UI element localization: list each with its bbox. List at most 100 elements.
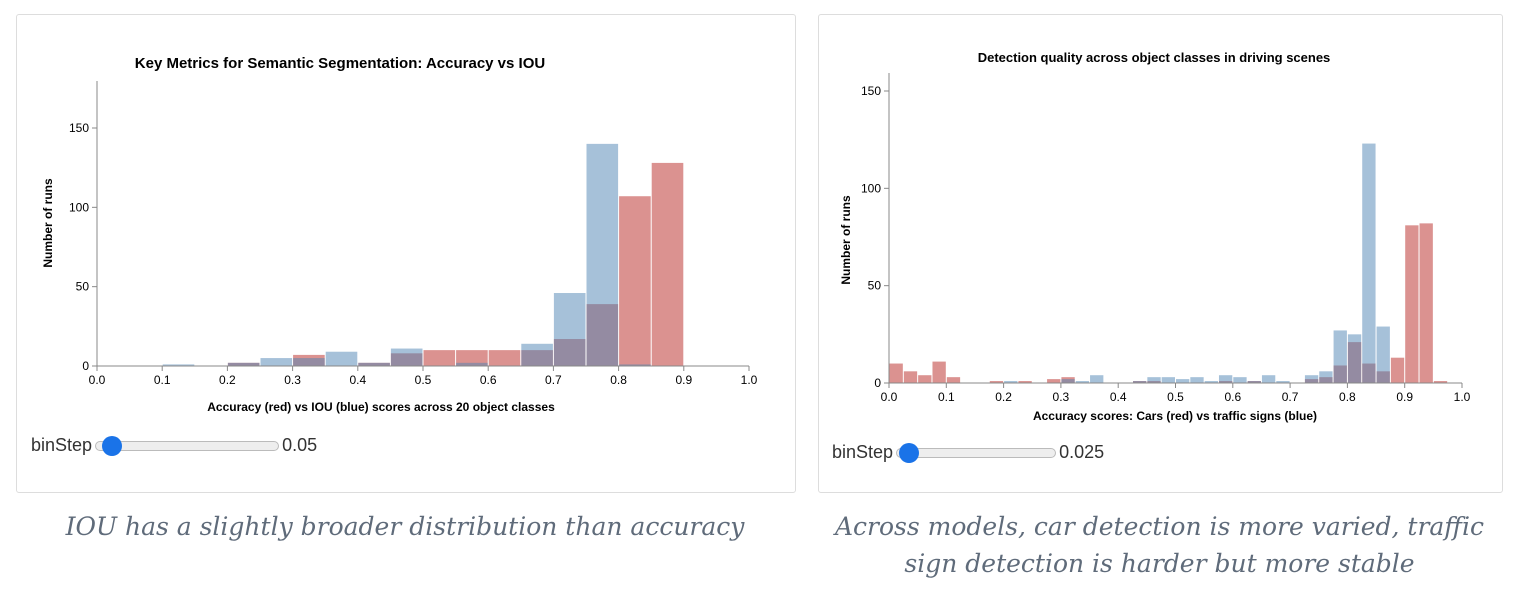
slider-knob[interactable] — [102, 435, 123, 456]
red-bar — [423, 350, 456, 366]
red-bar — [1419, 223, 1433, 383]
x-tick-label: 0.1 — [938, 390, 955, 404]
x-tick-label: 0.9 — [675, 373, 692, 387]
x-tick-label: 0.0 — [89, 373, 106, 387]
blue-bar — [1218, 375, 1233, 383]
blue-bar — [553, 293, 586, 366]
red-bar — [1390, 357, 1405, 383]
red-bar — [651, 162, 684, 366]
chart-title: Detection quality across object classes … — [978, 50, 1331, 65]
binstep-slider-control: binStep 0.025 — [832, 442, 1104, 463]
red-bar — [889, 363, 903, 383]
blue-bar — [1261, 375, 1276, 383]
chart-panel-detection: Detection quality across object classes … — [818, 14, 1503, 493]
blue-bar — [619, 364, 651, 366]
blue-bar — [1362, 143, 1376, 383]
binstep-slider[interactable] — [896, 442, 1057, 463]
blue-bar — [1075, 381, 1090, 383]
blue-bar — [325, 351, 358, 366]
y-axis-label: Number of runs — [839, 195, 853, 285]
blue-bar — [260, 358, 293, 366]
binstep-slider[interactable] — [95, 435, 280, 456]
blue-bar — [1176, 379, 1190, 383]
blue-bar — [1276, 381, 1290, 383]
red-bar — [1018, 381, 1032, 383]
x-tick-label: 0.6 — [480, 373, 497, 387]
blue-bar — [586, 143, 619, 366]
blue-bar — [456, 362, 488, 366]
blue-bar — [521, 343, 553, 366]
y-tick-label: 0 — [82, 359, 89, 373]
y-axis-label: Number of runs — [41, 178, 55, 268]
blue-bar — [1061, 379, 1075, 383]
slider-value: 0.025 — [1059, 442, 1105, 462]
blue-bar — [293, 358, 325, 366]
slider-label: binStep — [31, 435, 93, 455]
x-tick-label: 0.4 — [1110, 390, 1127, 404]
y-tick-label: 50 — [868, 279, 882, 293]
x-tick-label: 0.8 — [610, 373, 627, 387]
blue-bar — [162, 364, 195, 366]
chart-panel-segmentation: Key Metrics for Semantic Segmentation: A… — [16, 14, 796, 493]
red-bar — [932, 361, 946, 383]
y-tick-label: 100 — [69, 200, 89, 214]
x-tick-label: 0.4 — [349, 373, 366, 387]
slider-knob[interactable] — [899, 442, 920, 463]
red-bar — [1405, 225, 1419, 383]
blue-bar — [1376, 326, 1390, 383]
binstep-slider-control: binStep 0.05 — [31, 435, 317, 456]
y-tick-label: 50 — [76, 280, 90, 294]
red-bar — [1047, 379, 1061, 383]
x-tick-label: 0.8 — [1339, 390, 1356, 404]
blue-bar — [1333, 330, 1347, 383]
x-tick-label: 0.3 — [1053, 390, 1070, 404]
red-bar — [946, 377, 961, 383]
red-bar — [989, 381, 1004, 383]
red-bar — [903, 371, 918, 383]
x-tick-label: 1.0 — [741, 373, 758, 387]
blue-bar — [1147, 377, 1161, 383]
slider-value: 0.05 — [282, 435, 318, 455]
blue-bar — [1233, 377, 1247, 383]
x-tick-label: 0.9 — [1396, 390, 1413, 404]
x-tick-label: 0.7 — [1282, 390, 1299, 404]
blue-bar — [1347, 334, 1362, 383]
red-bar — [488, 350, 521, 366]
y-tick-label: 150 — [69, 121, 89, 135]
blue-bar — [1204, 381, 1218, 383]
red-bar — [619, 196, 651, 366]
red-bar — [456, 350, 488, 366]
x-tick-label: 0.0 — [881, 390, 898, 404]
x-tick-label: 0.2 — [219, 373, 236, 387]
blue-bar — [1247, 381, 1261, 383]
blue-bar — [1161, 377, 1175, 383]
red-bar — [918, 375, 932, 383]
blue-bar — [1004, 381, 1018, 383]
x-tick-label: 1.0 — [1454, 390, 1471, 404]
blue-bar — [390, 348, 423, 366]
blue-bar — [1319, 371, 1333, 383]
histogram-detection: Detection quality across object classes … — [839, 50, 1471, 423]
histogram-segmentation: Key Metrics for Semantic Segmentation: A… — [41, 55, 758, 414]
blue-bar — [1090, 375, 1104, 383]
caption-detection: Across models, car detection is more var… — [834, 512, 1485, 578]
blue-bar — [1133, 381, 1147, 383]
blue-bar — [227, 362, 260, 366]
y-tick-label: 100 — [861, 181, 881, 195]
x-tick-label: 0.2 — [995, 390, 1012, 404]
blue-bar — [1190, 377, 1204, 383]
blue-bar — [358, 362, 390, 366]
x-tick-label: 0.3 — [284, 373, 301, 387]
slider-label: binStep — [832, 442, 894, 462]
x-axis-label: Accuracy scores: Cars (red) vs traffic s… — [1033, 409, 1317, 423]
x-axis-label: Accuracy (red) vs IOU (blue) scores acro… — [207, 400, 555, 414]
x-tick-label: 0.5 — [415, 373, 432, 387]
red-bar — [1433, 381, 1448, 383]
y-tick-label: 0 — [874, 376, 881, 390]
x-tick-label: 0.7 — [545, 373, 562, 387]
blue-bar — [1304, 375, 1319, 383]
caption-segmentation: IOU has a slightly broader distribution … — [65, 512, 745, 541]
x-tick-label: 0.1 — [154, 373, 171, 387]
x-tick-label: 0.6 — [1224, 390, 1241, 404]
x-tick-label: 0.5 — [1167, 390, 1184, 404]
